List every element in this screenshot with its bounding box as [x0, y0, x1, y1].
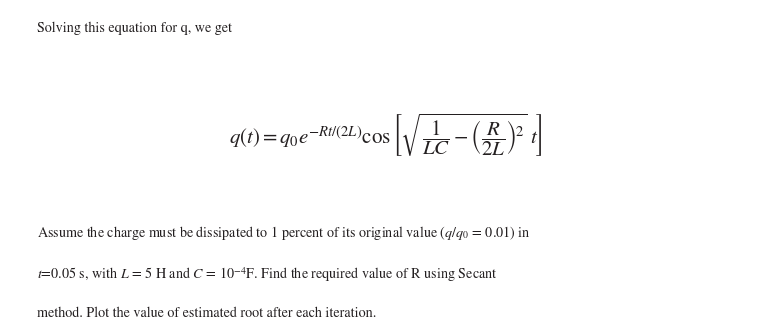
Text: method. Plot the value of estimated root after each iteration.: method. Plot the value of estimated root… [37, 307, 377, 320]
Text: Solving this equation for q, we get: Solving this equation for q, we get [37, 22, 232, 35]
Text: Assume the charge must be dissipated to 1 percent of its original value ($q/q_0$: Assume the charge must be dissipated to … [37, 224, 530, 242]
Text: $q(t) = q_0 e^{-Rt/(2L)} \cos\left[\sqrt{\dfrac{1}{LC} - \left(\dfrac{R}{2L}\rig: $q(t) = q_0 e^{-Rt/(2L)} \cos\left[\sqrt… [229, 111, 543, 158]
Text: $t$=0.05 s, with $L$ = 5 H and $C$ = 10$^{-4}$F. Find the required value of R us: $t$=0.05 s, with $L$ = 5 H and $C$ = 10$… [37, 266, 498, 285]
